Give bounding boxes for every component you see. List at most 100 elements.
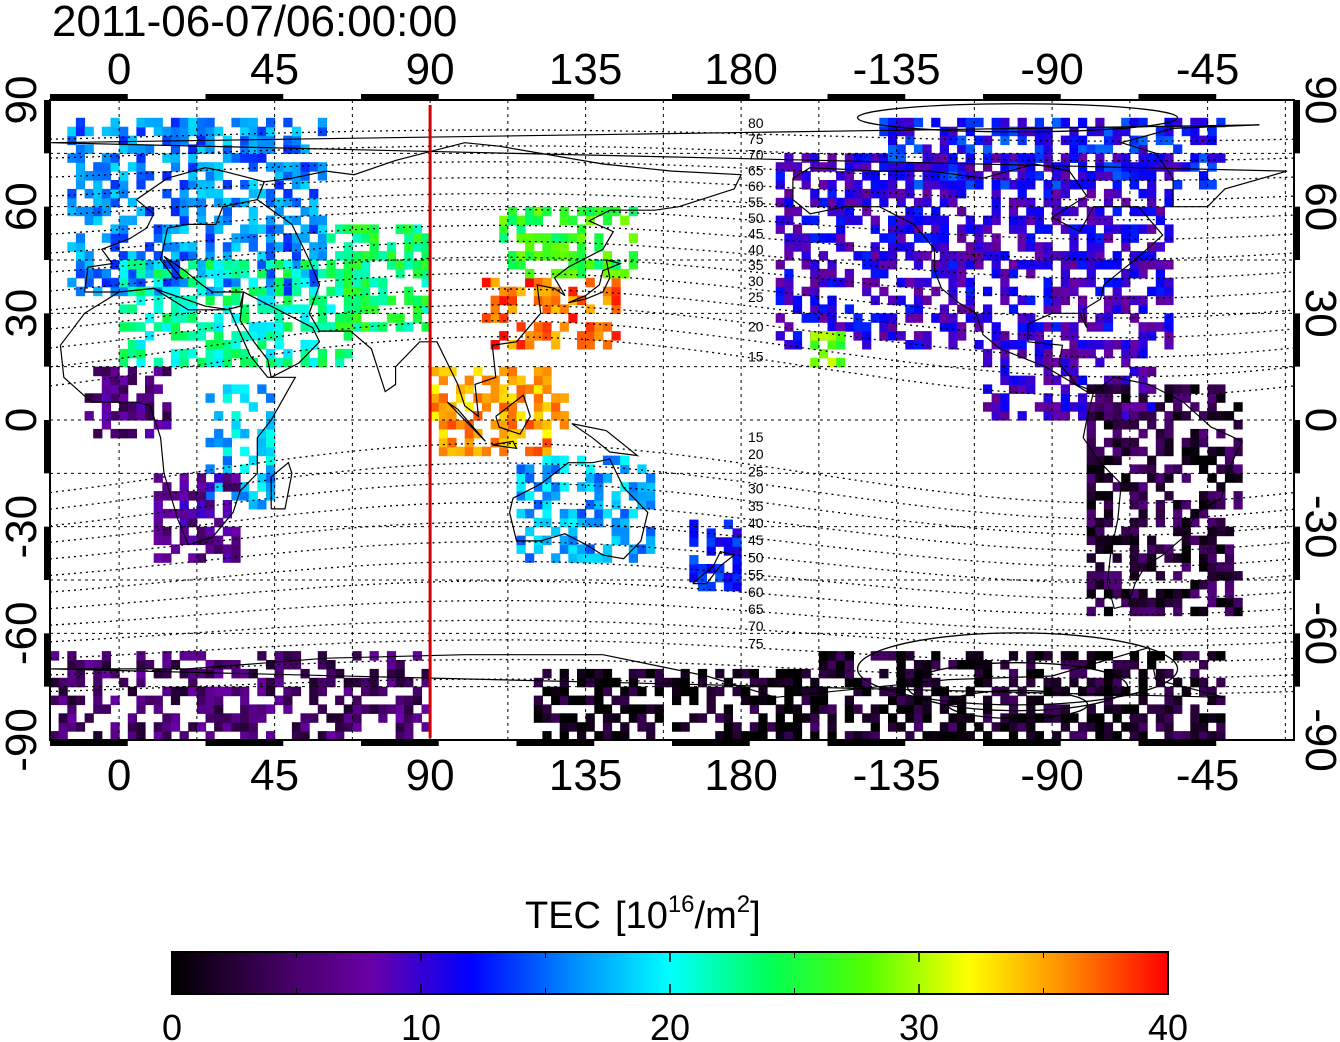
tec-cell: [689, 519, 699, 530]
tec-cell: [317, 304, 327, 314]
tec-cell: [84, 144, 94, 154]
tec-cell: [1112, 677, 1122, 688]
tec-cell: [1129, 597, 1140, 608]
tec-cell: [1112, 713, 1122, 723]
tec-cell: [905, 126, 915, 137]
tec-cell: [801, 260, 811, 270]
tec-cell: [1138, 722, 1148, 732]
tec-cell: [1043, 375, 1053, 386]
tec-cell: [818, 695, 829, 706]
tec-cell: [888, 722, 898, 732]
tec-cell: [110, 428, 120, 439]
tec-cell: [1138, 268, 1148, 279]
tec-cell: [317, 171, 327, 181]
tec-cell: [1138, 588, 1148, 599]
tec-cell: [983, 677, 993, 688]
tec-cell: [1043, 322, 1053, 332]
tec-cell: [136, 402, 146, 412]
tec-cell: [1078, 304, 1088, 314]
coastline-4: [256, 142, 743, 418]
tec-cell: [136, 171, 146, 181]
tec-cell: [844, 660, 854, 670]
tec-cell: [516, 473, 526, 483]
tec-cell: [1069, 713, 1079, 723]
tec-cell: [784, 277, 794, 288]
tec-cell: [991, 197, 1001, 208]
tec-cell: [438, 375, 448, 386]
tec-cell: [1095, 722, 1105, 732]
tec-cell: [844, 651, 854, 661]
tec-cell: [525, 491, 535, 501]
tec-cell: [559, 677, 569, 688]
tec-cell: [404, 322, 414, 332]
tec-cell: [1103, 233, 1114, 243]
tec-cell: [127, 713, 137, 723]
tec-cell: [1000, 695, 1010, 706]
tec-cell: [274, 313, 284, 323]
tec-cell: [499, 224, 509, 234]
tec-cell: [542, 251, 552, 261]
tec-cell: [153, 277, 163, 288]
tec-cell: [343, 242, 353, 252]
tec-cell: [162, 233, 172, 243]
tec-region-north-asia: [499, 206, 638, 279]
tec-cell: [1207, 544, 1217, 554]
tec-cell: [516, 482, 526, 492]
tec-cell: [801, 695, 811, 706]
tec-cell: [162, 411, 172, 421]
tec-cell: [300, 206, 310, 217]
tec-cell: [1069, 322, 1079, 332]
tec-cell: [110, 695, 120, 706]
tec-cell: [905, 162, 915, 172]
tec-cell: [836, 357, 846, 368]
tec-cell: [965, 171, 975, 181]
top-longitude-label: 0: [107, 45, 131, 94]
tec-cell: [1138, 331, 1148, 341]
tec-cell: [1129, 722, 1140, 732]
coastline-7: [692, 550, 736, 585]
tec-cell: [1034, 135, 1044, 146]
tec-cell: [473, 366, 483, 377]
tec-cell: [1103, 340, 1114, 350]
tec-cell: [689, 572, 699, 583]
tec-cell: [1103, 517, 1114, 528]
tec-cell: [127, 286, 137, 297]
tec-cell: [1017, 295, 1027, 306]
tec-cell: [240, 446, 250, 457]
tec-cell: [948, 722, 958, 732]
tec-cell: [205, 162, 215, 172]
tec-cell: [1164, 686, 1174, 697]
tec-cell: [542, 731, 552, 740]
tec-cell: [127, 251, 137, 261]
tec-cell: [231, 713, 241, 723]
tec-cell: [136, 162, 146, 172]
tec-cell: [196, 686, 207, 697]
tec-region-hawaii: [810, 331, 846, 368]
tec-cell: [170, 224, 181, 234]
tec-cell: [862, 277, 872, 288]
tec-cell: [844, 677, 854, 688]
tec-cell: [1121, 197, 1131, 208]
tec-cell: [1095, 357, 1105, 368]
tec-cell: [343, 677, 353, 688]
tec-cell: [905, 713, 915, 723]
tec-cell: [1086, 233, 1096, 243]
tec-cell: [438, 428, 448, 439]
tec-cell: [196, 197, 207, 208]
tec-cell: [1000, 251, 1010, 261]
tec-cell: [870, 180, 880, 190]
tec-cell: [810, 304, 820, 314]
frame-tick-band: [1138, 740, 1217, 746]
tec-cell: [533, 384, 543, 394]
tec-cell: [827, 651, 837, 661]
tec-cell: [196, 144, 207, 154]
tec-cell: [1008, 651, 1019, 661]
tec-cell: [1095, 206, 1105, 217]
tec-cell: [1095, 562, 1105, 572]
tec-cell: [1164, 260, 1174, 270]
tec-cell: [101, 366, 111, 377]
tec-cell: [127, 366, 137, 377]
tec-cell: [1121, 526, 1131, 537]
tec-cell: [931, 286, 941, 297]
tec-cell: [257, 437, 267, 448]
